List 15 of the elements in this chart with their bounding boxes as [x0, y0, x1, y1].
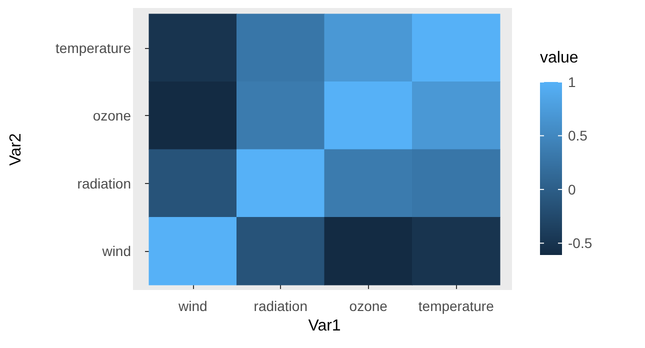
- legend-title: value: [540, 50, 578, 66]
- y-tick-label: temperature: [56, 40, 132, 56]
- y-tick-label: ozone: [92, 108, 132, 124]
- color-bar-label: 0.5: [568, 128, 588, 144]
- x-tick-label: wind: [177, 298, 208, 314]
- x-tick-label: ozone: [349, 298, 388, 314]
- y-tick-label: wind: [101, 243, 131, 260]
- x-axis-title: Var1: [308, 317, 341, 334]
- color-bar-label: 1: [568, 74, 576, 90]
- x-tick-label: temperature: [418, 298, 494, 314]
- color-bar-label: 0: [568, 181, 576, 198]
- x-tick-label: radiation: [254, 298, 308, 314]
- y-axis-title: Var2: [8, 133, 24, 166]
- y-tick-label: radiation: [77, 175, 131, 192]
- color-bar-label: -0.5: [568, 235, 592, 252]
